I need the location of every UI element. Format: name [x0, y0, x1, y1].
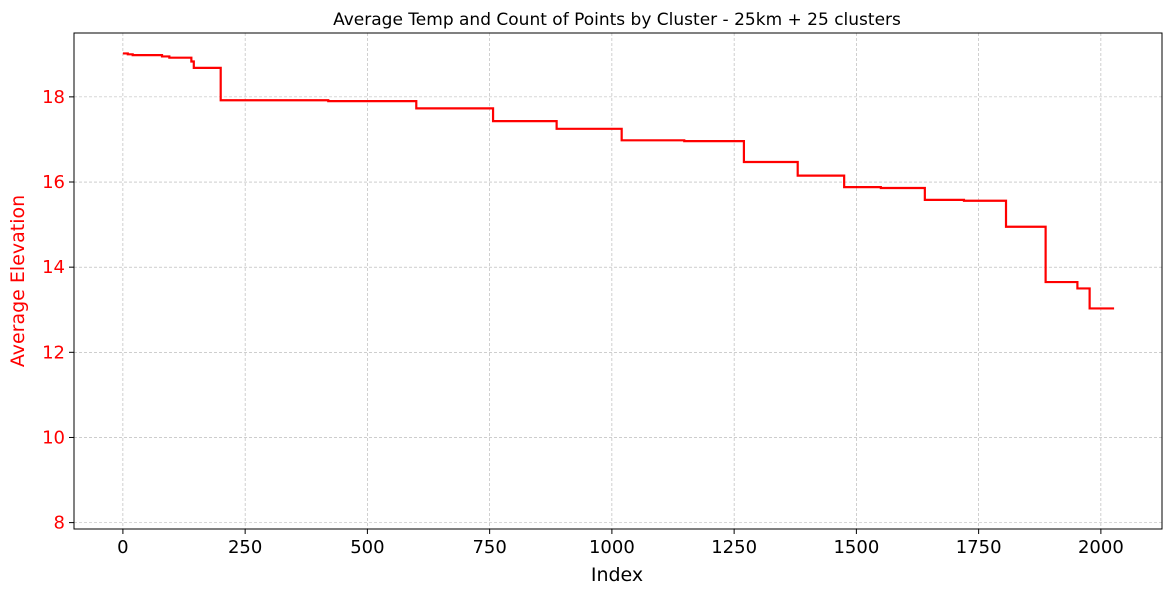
y-tick-label: 12 [42, 342, 65, 363]
plot-area [122, 52, 1115, 310]
y-tick-label: 16 [42, 172, 65, 193]
y-axis: 8 10 12 14 16 18 [42, 87, 74, 534]
x-tick-label: 500 [350, 537, 384, 558]
grid-lines [74, 33, 1162, 529]
x-tick-label: 2000 [1078, 537, 1124, 558]
x-axis: 0 250 500 750 1000 1250 1500 1750 2000 [117, 529, 1124, 558]
y-tick-label: 14 [42, 257, 65, 278]
y-tick-label: 10 [42, 427, 65, 448]
x-tick-label: 1500 [833, 537, 879, 558]
series-line [122, 52, 1115, 310]
x-tick-label: 1000 [589, 537, 635, 558]
y-axis-label: Average Elevation [7, 195, 29, 367]
x-tick-label: 250 [228, 537, 262, 558]
x-axis-label: Index [591, 564, 643, 586]
x-tick-label: 750 [472, 537, 506, 558]
x-tick-label: 1750 [956, 537, 1002, 558]
x-tick-label: 0 [117, 537, 128, 558]
x-tick-label: 1250 [711, 537, 757, 558]
chart-title: Average Temp and Count of Points by Clus… [333, 10, 901, 30]
y-tick-label: 18 [42, 87, 65, 108]
y-tick-label: 8 [54, 513, 65, 534]
plot-frame [73, 32, 1163, 530]
